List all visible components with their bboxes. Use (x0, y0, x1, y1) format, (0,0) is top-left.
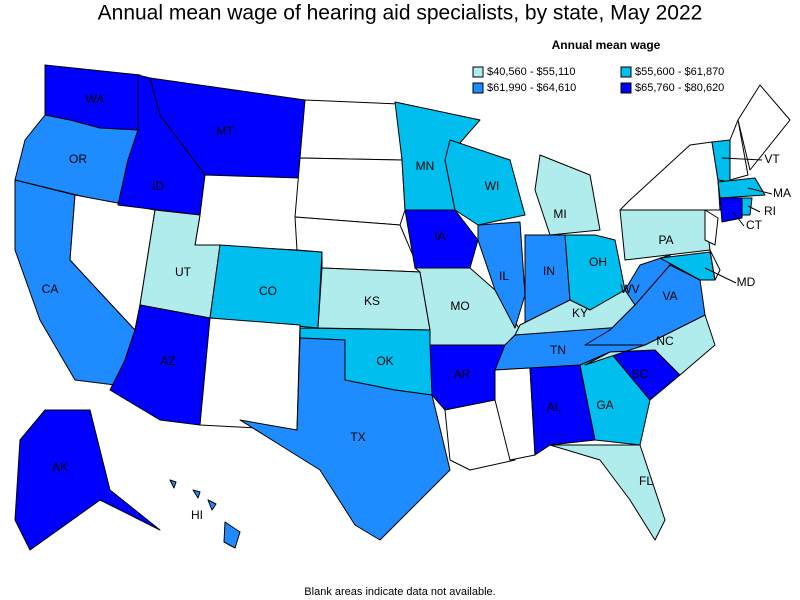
state-label: IL (499, 269, 509, 283)
state-label: UT (175, 265, 192, 279)
legend-swatch (620, 66, 632, 78)
state-label: WV (620, 282, 639, 296)
state-shape (709, 249, 721, 281)
state-label: MT (216, 124, 234, 138)
leader-line (721, 157, 763, 161)
leader-line (747, 205, 761, 213)
legend-swatch (472, 82, 484, 94)
state-shape (549, 444, 666, 541)
legend-title: Annual mean wage (552, 38, 661, 52)
legend-label: $61,990 - $64,610 (487, 82, 576, 94)
state-label: VT (764, 152, 780, 166)
legend-label: $65,760 - $80,620 (635, 82, 724, 94)
state-label: AR (454, 367, 471, 381)
state-label: IA (434, 229, 445, 243)
state-label: MO (450, 299, 469, 313)
legend-label: $40,560 - $55,110 (487, 66, 575, 78)
state-label: VA (662, 289, 677, 303)
state-shape (534, 154, 601, 236)
state-label: NC (656, 334, 674, 348)
state-shape (729, 119, 749, 181)
state-shape (719, 197, 743, 223)
state-label: KS (364, 294, 380, 308)
state-label: AL (547, 400, 562, 414)
state-shape (194, 174, 301, 251)
state-shape (477, 221, 526, 329)
state-label: TX (350, 430, 365, 444)
state-shape (704, 209, 719, 246)
legend: $40,560 - $55,110 $55,600 - $61,870 $61,99… (472, 66, 724, 94)
leader-line (704, 267, 737, 284)
state-shape (444, 399, 516, 471)
states (14, 64, 791, 551)
legend-swatch (472, 66, 484, 78)
state-shape (239, 337, 451, 541)
state-label: WI (485, 179, 500, 193)
state-shape (14, 409, 161, 551)
state-shape (494, 367, 536, 461)
state-label: MA (773, 186, 791, 200)
state-label: TN (550, 343, 566, 357)
state-shape (741, 197, 753, 216)
state-shape (207, 499, 217, 511)
state-label: SC (632, 367, 649, 381)
state-labels: WA OR CA ID MT UT CO AZ AK HI TX KS OK MN IA MO AR WI IL MI… (42, 92, 791, 522)
state-label: AK (52, 460, 68, 474)
state-shape (294, 157, 406, 226)
state-shape (223, 521, 241, 549)
state-label: KY (572, 306, 588, 320)
legend-swatch (620, 82, 632, 94)
state-label: MI (553, 207, 566, 221)
state-label: OH (589, 255, 607, 269)
state-label: ID (152, 179, 164, 193)
state-shape (737, 84, 791, 171)
state-label: CO (259, 284, 277, 298)
map-title: Annual mean wage of hearing aid speciali… (98, 2, 703, 25)
state-label: WA (86, 92, 105, 106)
state-shape (199, 317, 301, 431)
state-label: FL (639, 474, 653, 488)
state-label: IN (543, 264, 555, 278)
state-shape (404, 209, 479, 269)
leader-line (747, 187, 773, 195)
state-shape (529, 364, 596, 456)
footnote: Blank areas indicate data not available. (304, 586, 495, 598)
legend-label: $55,600 - $61,870 (635, 66, 724, 78)
state-label: CA (42, 282, 59, 296)
state-shape (192, 489, 201, 499)
state-label: MN (416, 159, 435, 173)
state-label: HI (191, 508, 203, 522)
state-label: OK (376, 354, 393, 368)
leader-line (732, 211, 745, 227)
state-shape (169, 479, 177, 489)
state-shape (299, 99, 403, 161)
state-label: PA (658, 233, 673, 247)
state-label: RI (764, 204, 776, 218)
state-shape (619, 141, 721, 211)
state-label: AZ (160, 354, 175, 368)
state-label: GA (596, 398, 613, 412)
state-shape (717, 177, 766, 199)
state-label: CT (746, 218, 763, 232)
state-label: MD (737, 275, 756, 289)
state-label: OR (69, 152, 87, 166)
